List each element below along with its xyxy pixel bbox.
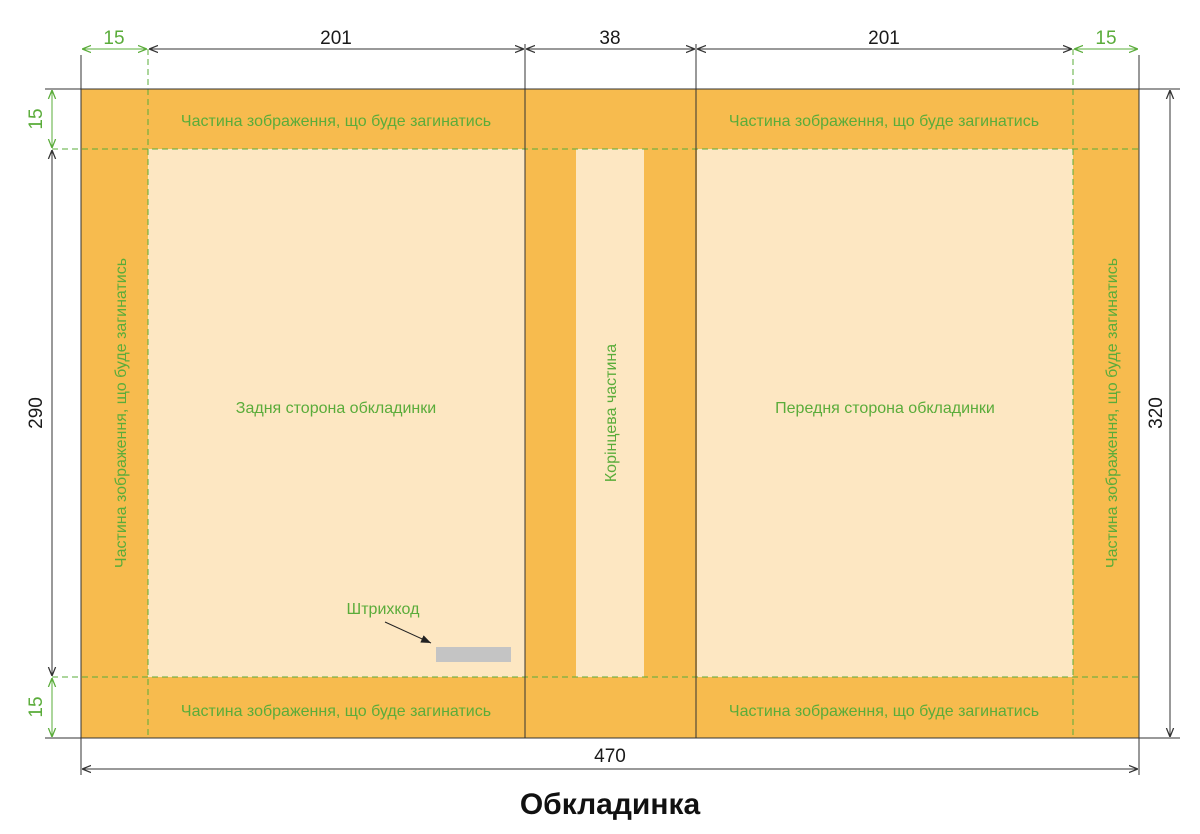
- dim-spine-width: 38: [599, 28, 620, 49]
- label-fold-top-right: Частина зображення, що буде загинатись: [729, 113, 1039, 130]
- label-barcode: Штрихкод: [347, 601, 421, 618]
- label-fold-bottom-left: Частина зображення, що буде загинатись: [181, 703, 491, 720]
- dim-total-width: 470: [594, 746, 626, 767]
- dim-front-width: 201: [868, 28, 900, 49]
- front-cover-area: [697, 149, 1073, 677]
- back-cover-area: [148, 149, 525, 677]
- spine-area: [576, 149, 644, 677]
- dim-back-width: 201: [320, 28, 352, 49]
- barcode-pointer-arrow: [384, 621, 432, 644]
- label-fold-top-left: Частина зображення, що буде загинатись: [181, 113, 491, 130]
- dim-content-height: 290: [26, 397, 47, 429]
- dim-fold-bottom: 15: [26, 696, 47, 717]
- label-spine: Корінцева частина: [603, 344, 620, 482]
- label-fold-right: Частина зображення, що буде загинатись: [1104, 258, 1121, 568]
- label-front-cover: Передня сторона обкладинки: [775, 400, 995, 417]
- fold-lines: [52, 49, 1139, 738]
- dim-fold-top: 15: [26, 108, 47, 129]
- page-title: Обкладинка: [520, 788, 701, 821]
- barcode-placeholder: [436, 647, 511, 662]
- dim-fold-right: 15: [1095, 28, 1116, 49]
- dim-total-height: 320: [1146, 397, 1167, 429]
- label-fold-bottom-right: Частина зображення, що буде загинатись: [729, 703, 1039, 720]
- dim-fold-left: 15: [103, 28, 124, 49]
- cut-lines: [45, 44, 1180, 775]
- label-fold-left: Частина зображення, що буде загинатись: [113, 258, 130, 568]
- label-back-cover: Задня сторона обкладинки: [236, 400, 436, 417]
